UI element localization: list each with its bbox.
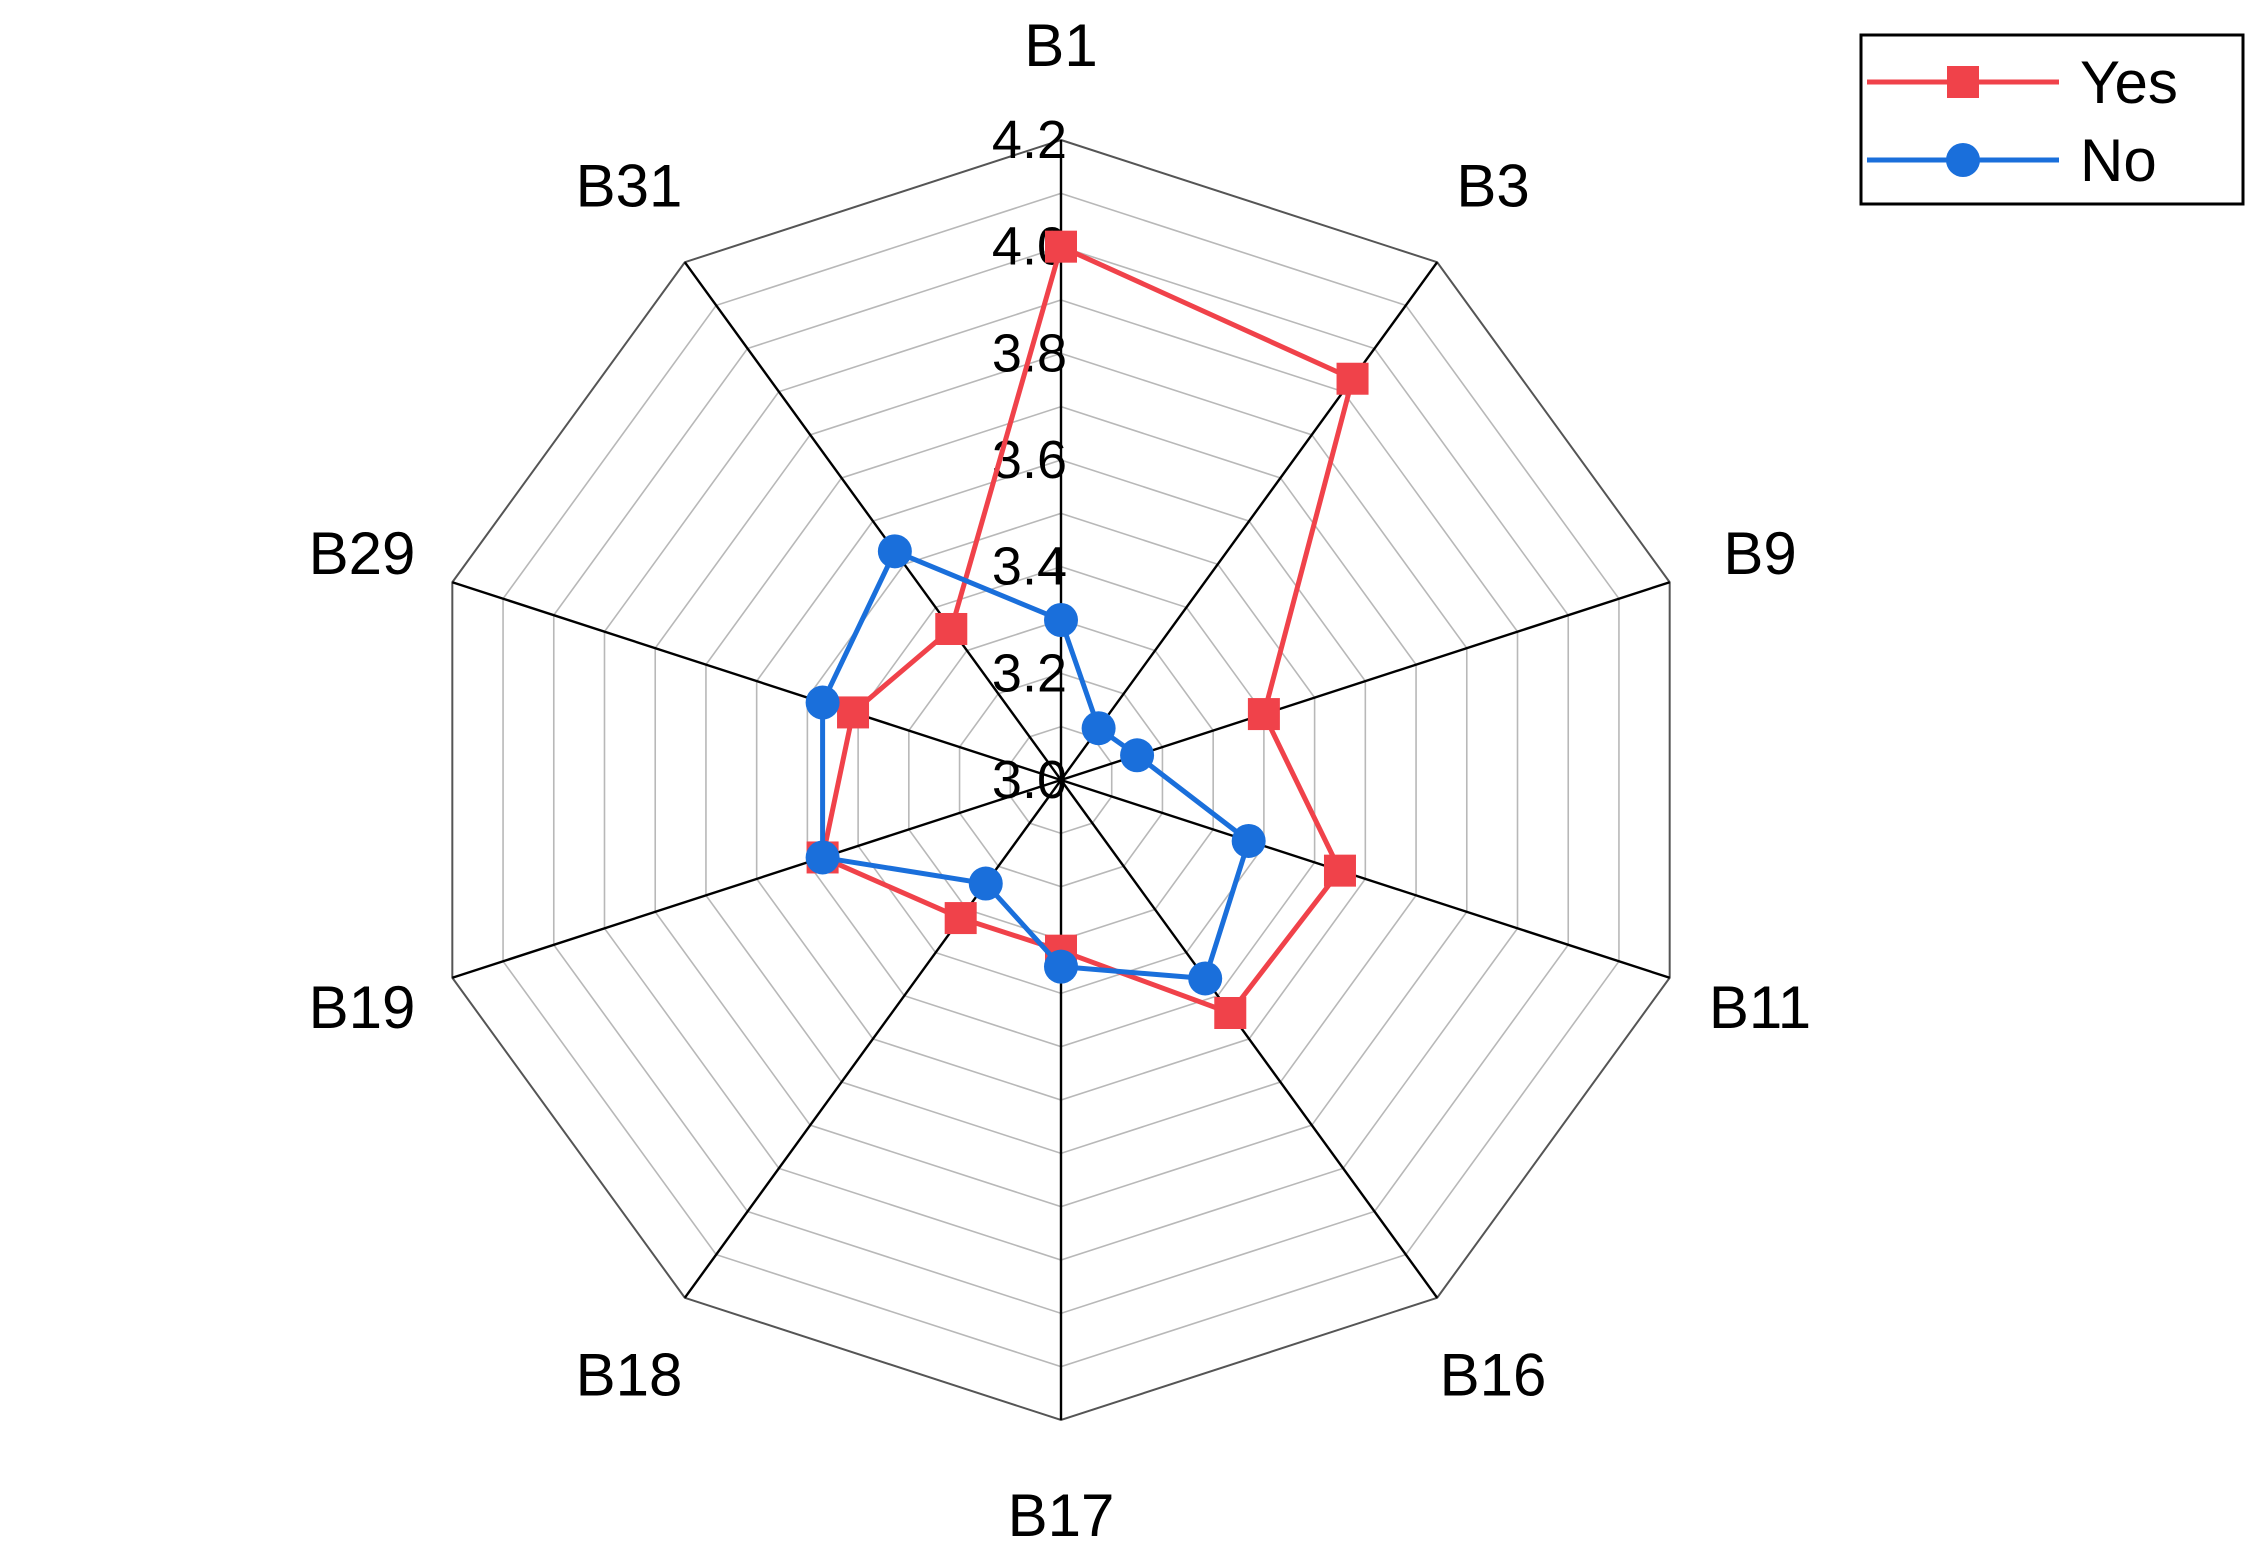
data-point — [1044, 949, 1078, 984]
tick-labels: 3.03.23.43.63.84.04.2 — [992, 110, 1067, 810]
category-label: B1 — [1024, 12, 1097, 79]
data-point — [944, 902, 977, 935]
tick-label: 3.6 — [992, 430, 1067, 490]
data-point — [1120, 738, 1155, 773]
series-yes — [806, 230, 1369, 1029]
data-point — [805, 685, 840, 720]
data-point — [1044, 603, 1078, 637]
legend: Yes No — [1859, 33, 2245, 206]
axis-spoke — [683, 261, 1062, 781]
axis-spoke — [1060, 779, 1439, 1299]
legend-item: No — [1867, 127, 2157, 194]
legend-marker — [1947, 66, 1979, 98]
tick-label: 3.2 — [992, 643, 1067, 703]
data-point — [1081, 711, 1116, 746]
data-point — [968, 866, 1003, 901]
data-point — [935, 612, 968, 645]
category-labels: B1 B3 B9 B11 B16 B17 B18 B19 B29 B31 — [309, 12, 1812, 1549]
legend-frame — [1859, 33, 2245, 206]
data-point — [1214, 996, 1247, 1029]
data-point — [1045, 230, 1077, 263]
category-label: B18 — [576, 1342, 683, 1409]
data-point — [805, 840, 840, 875]
axis-spoke — [1060, 261, 1439, 781]
axis-spoke — [683, 779, 1062, 1299]
category-label: B11 — [1709, 974, 1811, 1041]
series-no — [805, 534, 1266, 996]
category-label: B3 — [1456, 152, 1529, 219]
axis-spoke — [451, 581, 1062, 782]
data-point — [1247, 698, 1280, 731]
tick-label: 4.2 — [992, 110, 1067, 170]
series — [805, 230, 1369, 1029]
data-point — [1323, 854, 1356, 887]
tick-label: 3.4 — [992, 537, 1067, 597]
legend-label: Yes — [2080, 49, 2178, 116]
category-label: B19 — [309, 974, 416, 1041]
tick-label: 3.0 — [992, 750, 1067, 810]
category-label: B17 — [1008, 1482, 1115, 1549]
legend-marker — [1946, 143, 1980, 177]
category-label: B9 — [1723, 520, 1796, 587]
data-point — [837, 696, 870, 729]
category-label: B31 — [576, 152, 683, 219]
legend-item: Yes — [1867, 49, 2178, 116]
axis-spoke — [451, 778, 1062, 979]
data-point — [1231, 823, 1266, 858]
axis-spoke — [1060, 778, 1671, 979]
category-label: B29 — [309, 520, 416, 587]
data-point — [877, 534, 912, 569]
legend-label: No — [2080, 127, 2157, 194]
category-label: B16 — [1440, 1342, 1547, 1409]
axis-spoke — [1060, 581, 1671, 782]
data-point — [1188, 961, 1223, 996]
data-point — [1336, 362, 1369, 395]
